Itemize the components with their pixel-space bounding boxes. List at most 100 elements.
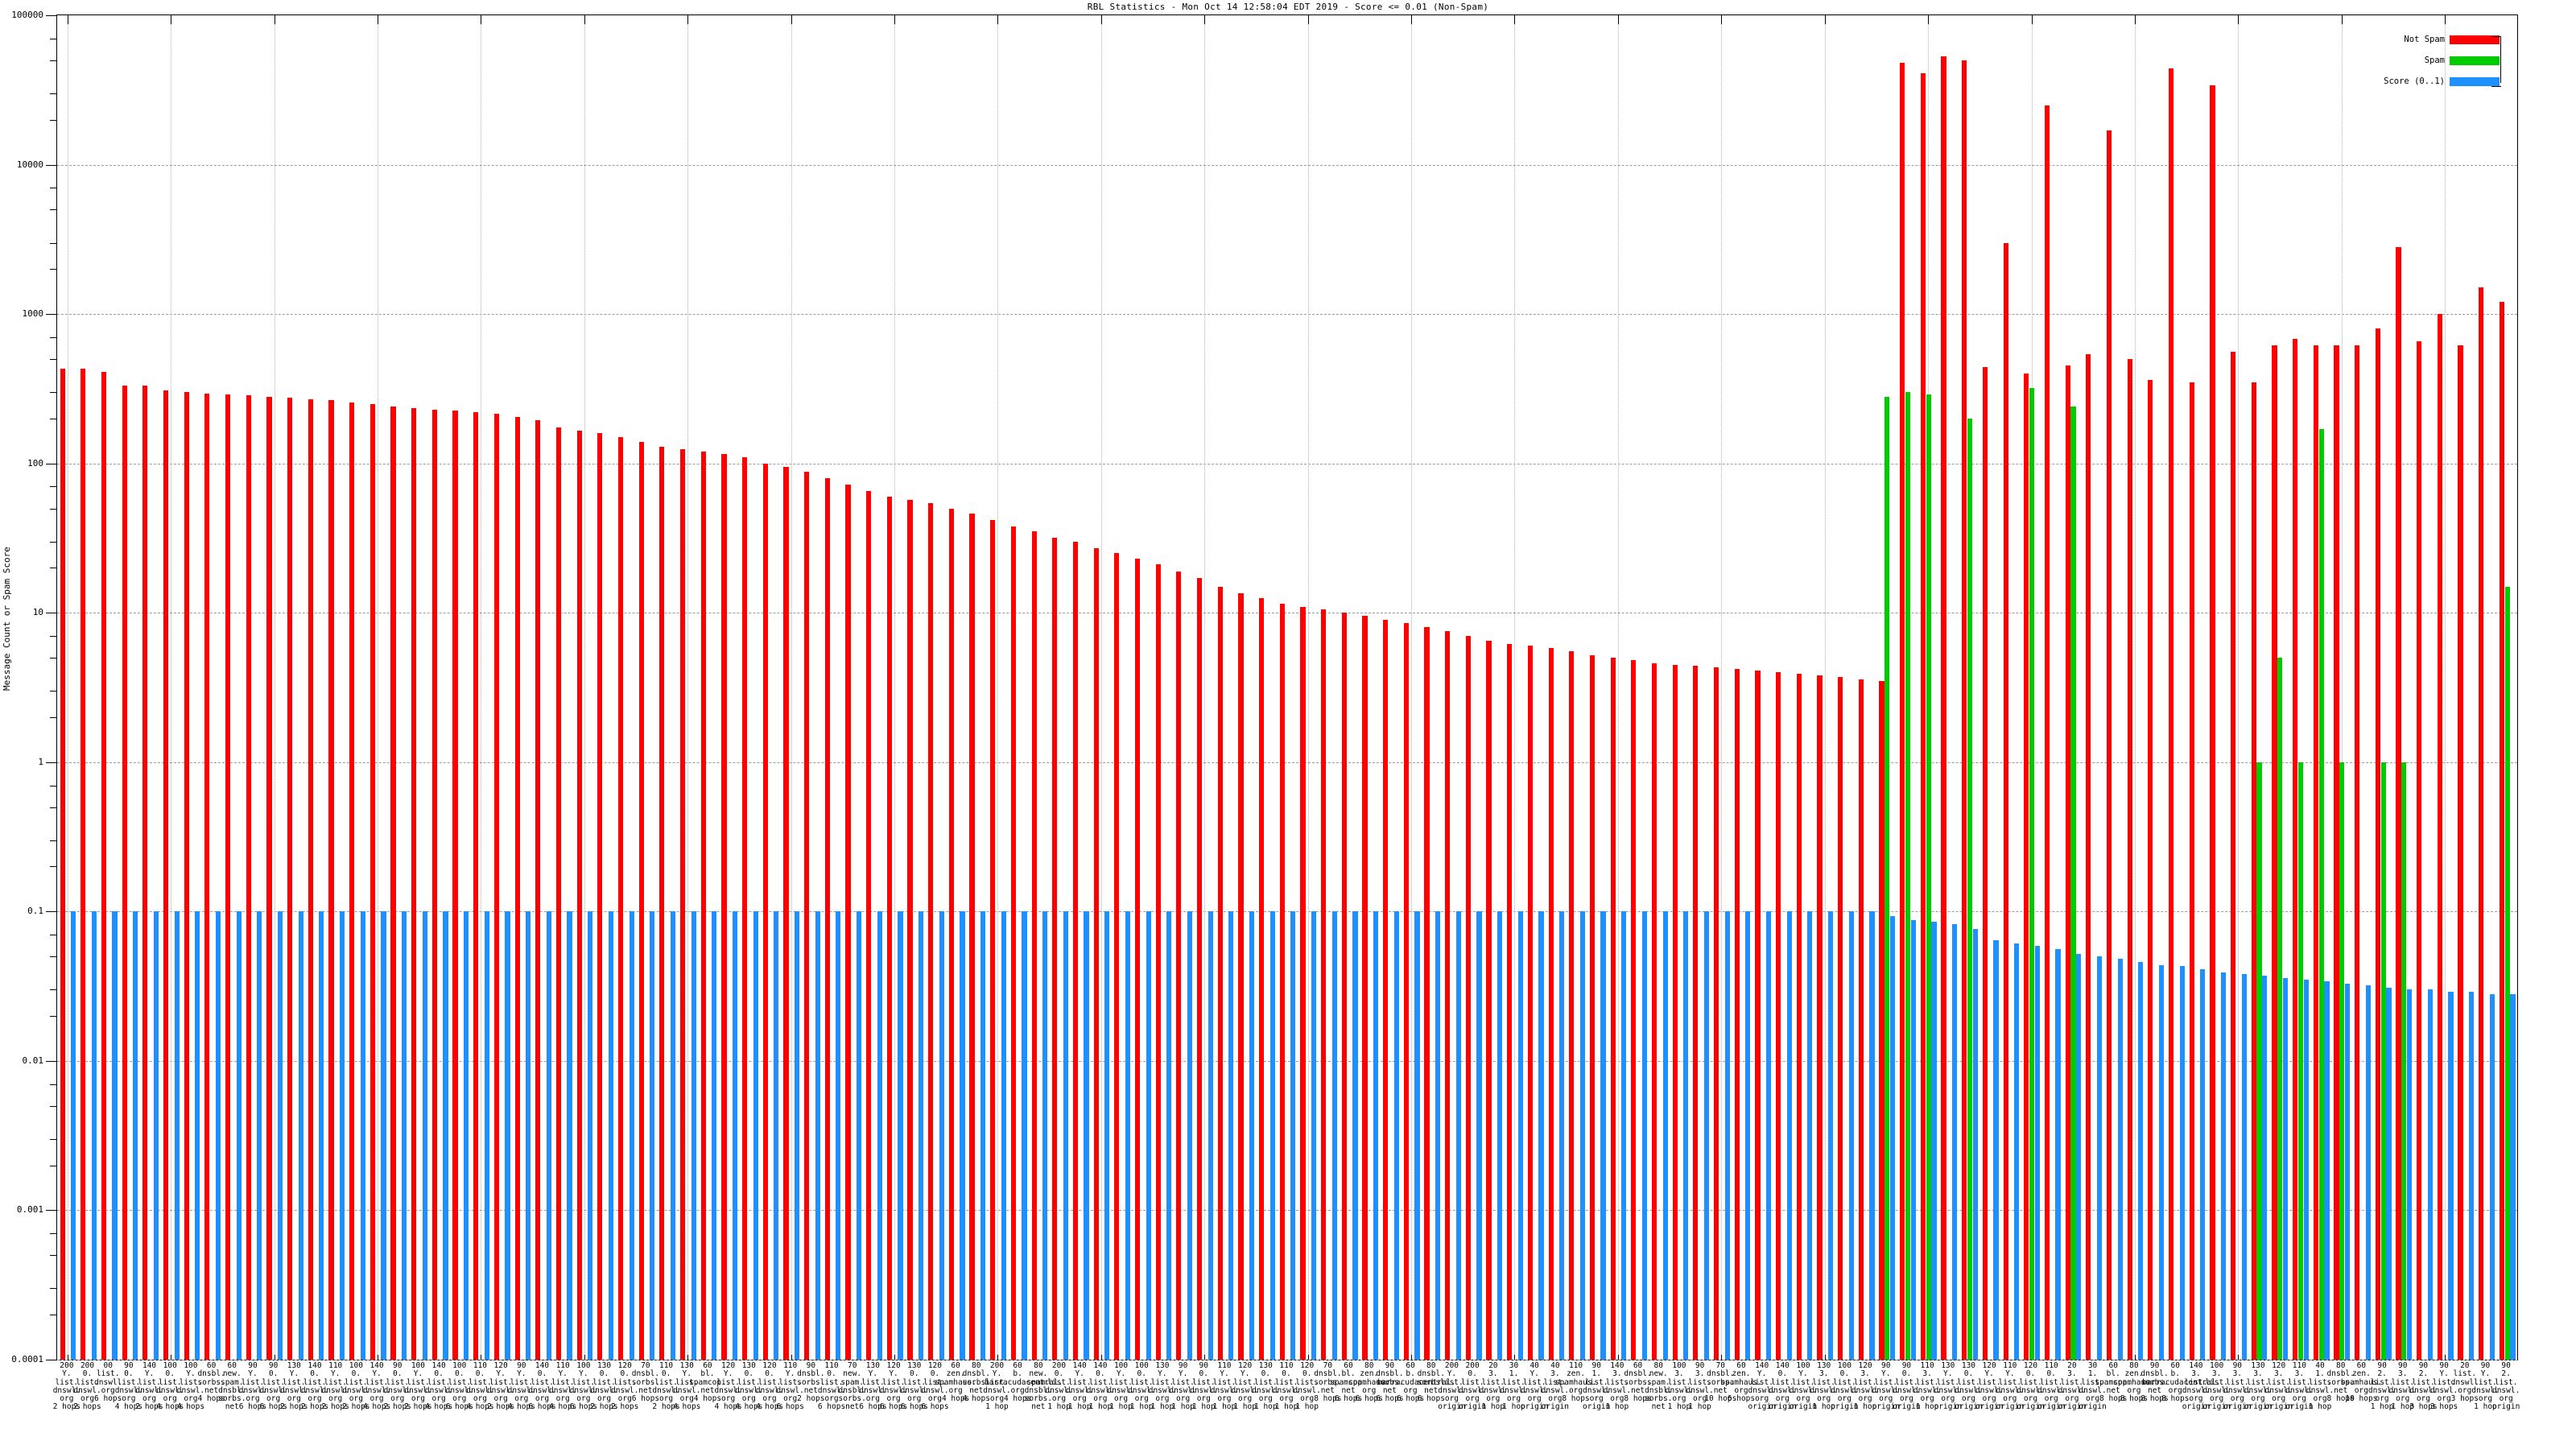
bar-group[interactable]	[2227, 15, 2248, 1360]
bar-not-spam[interactable]	[990, 519, 996, 1360]
bar-spam[interactable]	[1967, 418, 1973, 1360]
bar-score[interactable]	[877, 911, 882, 1360]
bar-not-spam[interactable]	[101, 371, 107, 1360]
bar-score[interactable]	[1084, 911, 1089, 1360]
bar-group[interactable]	[491, 15, 512, 1360]
bar-not-spam[interactable]	[80, 369, 86, 1360]
bar-group[interactable]	[574, 15, 595, 1360]
bar-score[interactable]	[1249, 911, 1255, 1360]
bar-not-spam[interactable]	[1569, 651, 1575, 1360]
bar-not-spam[interactable]	[1093, 548, 1099, 1360]
bar-group[interactable]	[2124, 15, 2145, 1360]
bar-group[interactable]	[1938, 15, 1959, 1360]
bar-score[interactable]	[1228, 911, 1234, 1360]
bar-not-spam[interactable]	[1920, 72, 1926, 1360]
bar-score[interactable]	[1703, 911, 1710, 1360]
bar-score[interactable]	[195, 911, 200, 1360]
bar-score[interactable]	[526, 911, 531, 1360]
bar-not-spam[interactable]	[328, 400, 334, 1360]
bar-not-spam[interactable]	[2272, 345, 2277, 1360]
bar-score[interactable]	[1166, 911, 1172, 1360]
bar-group[interactable]	[1215, 15, 1236, 1360]
bar-score[interactable]	[629, 911, 634, 1360]
bar-score[interactable]	[2262, 976, 2268, 1360]
bar-not-spam[interactable]	[1114, 553, 1120, 1360]
bar-group[interactable]	[2476, 15, 2497, 1360]
bar-score[interactable]	[2427, 989, 2433, 1360]
bar-not-spam[interactable]	[2313, 345, 2318, 1360]
bar-not-spam[interactable]	[1486, 640, 1492, 1360]
bar-score[interactable]	[2158, 964, 2165, 1360]
bar-group[interactable]	[409, 15, 430, 1360]
bar-group[interactable]	[1008, 15, 1029, 1360]
bar-not-spam[interactable]	[1424, 627, 1430, 1360]
bar-group[interactable]	[1319, 15, 1340, 1360]
bar-group[interactable]	[326, 15, 347, 1360]
bar-score[interactable]	[1724, 911, 1730, 1360]
bar-not-spam[interactable]	[308, 398, 313, 1360]
bar-score[interactable]	[919, 911, 924, 1360]
bar-not-spam[interactable]	[2024, 373, 2029, 1360]
bar-not-spam[interactable]	[2334, 345, 2339, 1360]
bar-group[interactable]	[2186, 15, 2207, 1360]
bar-group[interactable]	[140, 15, 161, 1360]
bar-group[interactable]	[739, 15, 760, 1360]
bar-not-spam[interactable]	[1755, 671, 1761, 1360]
bar-group[interactable]	[1194, 15, 1215, 1360]
bar-score[interactable]	[980, 911, 986, 1360]
bar-group[interactable]	[719, 15, 740, 1360]
bar-not-spam[interactable]	[1589, 654, 1596, 1360]
bar-group[interactable]	[2455, 15, 2476, 1360]
bar-group[interactable]	[1959, 15, 1980, 1360]
bar-group[interactable]	[181, 15, 202, 1360]
bar-group[interactable]	[1897, 15, 1918, 1360]
bar-score[interactable]	[215, 911, 221, 1360]
bar-score[interactable]	[1827, 911, 1834, 1360]
bar-not-spam[interactable]	[2148, 380, 2153, 1360]
bar-group[interactable]	[1546, 15, 1567, 1360]
bar-score[interactable]	[484, 911, 489, 1360]
bar-group[interactable]	[2352, 15, 2373, 1360]
bar-group[interactable]	[1567, 15, 1587, 1360]
bar-not-spam[interactable]	[1403, 623, 1409, 1360]
bar-group[interactable]	[2331, 15, 2352, 1360]
bar-not-spam[interactable]	[2479, 287, 2484, 1360]
bar-score[interactable]	[1621, 911, 1627, 1360]
bar-score[interactable]	[1910, 919, 1916, 1360]
bar-not-spam[interactable]	[1548, 648, 1554, 1360]
bar-score[interactable]	[339, 911, 345, 1360]
bar-score[interactable]	[856, 911, 862, 1360]
bar-not-spam[interactable]	[576, 431, 582, 1360]
bar-score[interactable]	[898, 911, 903, 1360]
bar-not-spam[interactable]	[2437, 314, 2442, 1360]
bar-score[interactable]	[2138, 961, 2144, 1360]
bar-score[interactable]	[1600, 911, 1606, 1360]
bar-not-spam[interactable]	[845, 485, 851, 1360]
bar-not-spam[interactable]	[1031, 531, 1037, 1360]
bar-group[interactable]	[57, 15, 78, 1360]
bar-score[interactable]	[1435, 911, 1441, 1360]
bar-group[interactable]	[1360, 15, 1381, 1360]
bar-not-spam[interactable]	[617, 437, 624, 1360]
bar-score[interactable]	[112, 911, 118, 1360]
bar-not-spam[interactable]	[369, 403, 375, 1360]
bar-group[interactable]	[1814, 15, 1835, 1360]
bar-spam[interactable]	[2029, 387, 2035, 1360]
bar-group[interactable]	[595, 15, 616, 1360]
bar-not-spam[interactable]	[886, 496, 892, 1360]
bar-not-spam[interactable]	[2065, 365, 2070, 1360]
bar-not-spam[interactable]	[1259, 598, 1265, 1360]
bar-not-spam[interactable]	[184, 392, 189, 1360]
bar-score[interactable]	[360, 911, 365, 1360]
bar-group[interactable]	[2083, 15, 2104, 1360]
bar-group[interactable]	[1629, 15, 1649, 1360]
bar-score[interactable]	[1517, 911, 1523, 1360]
bar-score[interactable]	[1455, 911, 1461, 1360]
bar-score[interactable]	[836, 911, 841, 1360]
bar-group[interactable]	[1752, 15, 1773, 1360]
bar-not-spam[interactable]	[804, 471, 810, 1360]
bar-not-spam[interactable]	[225, 394, 231, 1360]
bar-not-spam[interactable]	[514, 416, 520, 1360]
bar-group[interactable]	[905, 15, 926, 1360]
bar-score[interactable]	[691, 911, 696, 1360]
